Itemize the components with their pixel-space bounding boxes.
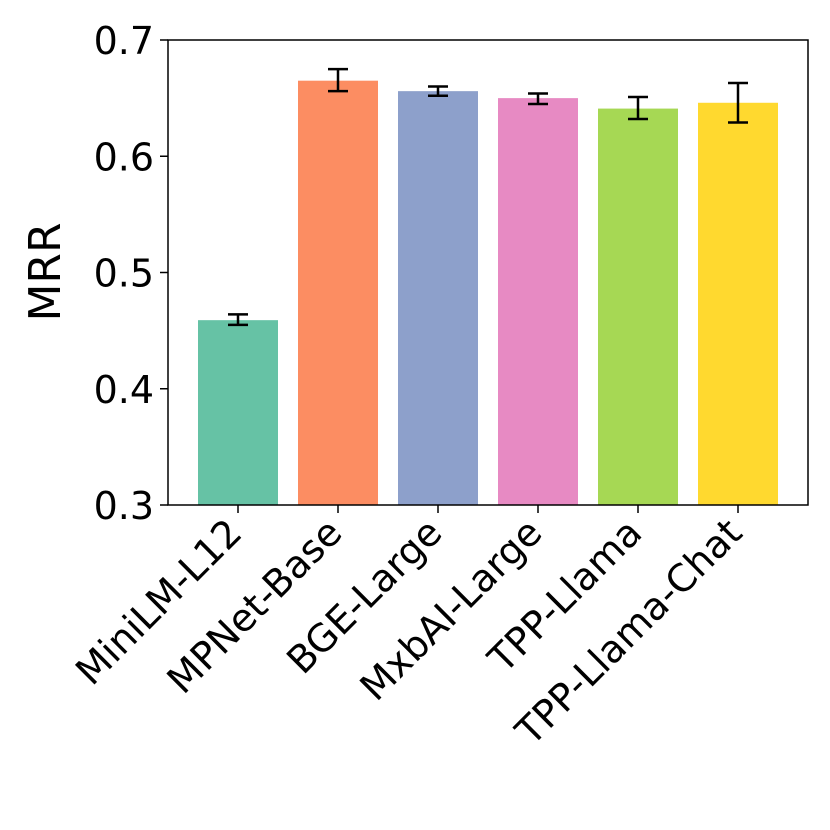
bar-5 — [698, 102, 778, 506]
bar-3 — [498, 98, 578, 505]
x-tick-label-1: MPNet-Base — [159, 510, 351, 702]
bar-0 — [198, 320, 278, 505]
y-tick-label-2: 0.5 — [94, 252, 154, 296]
bar-2 — [398, 91, 478, 506]
y-tick-label-4: 0.7 — [94, 19, 154, 63]
bar-4 — [598, 108, 678, 506]
y-tick-label-0: 0.3 — [94, 484, 154, 528]
y-tick-label-3: 0.6 — [94, 135, 154, 179]
y-axis-label: MRR — [20, 222, 71, 321]
plot-area: 0.30.40.50.60.7MiniLM-L12MPNet-BaseBGE-L… — [67, 19, 809, 754]
y-tick-label-1: 0.4 — [94, 368, 154, 412]
bar-1 — [298, 80, 378, 505]
